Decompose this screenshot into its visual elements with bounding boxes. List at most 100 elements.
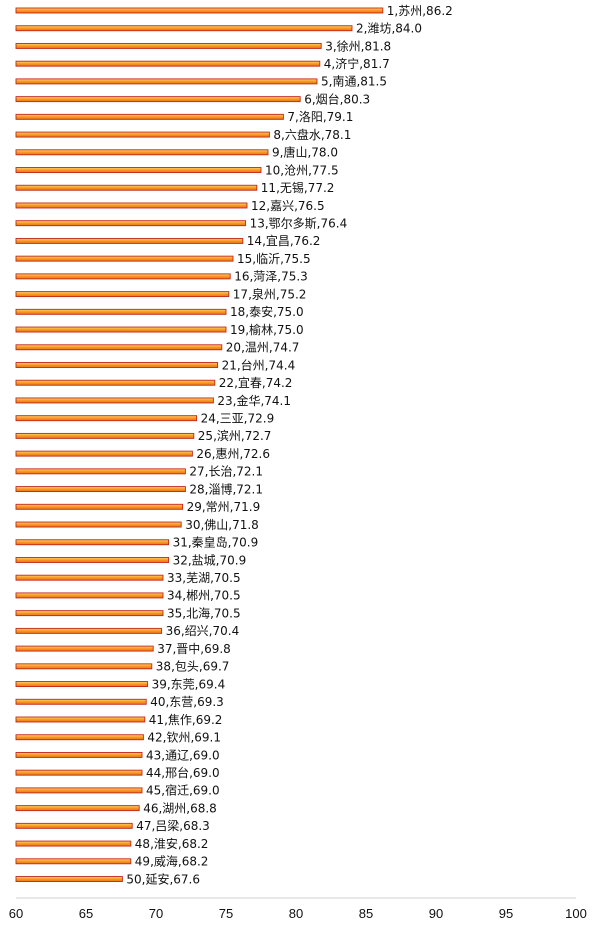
bar-label: 44,邢台,69.0 [146,765,220,780]
bar-label: 37,晋中,69.8 [157,641,231,656]
bar [15,25,353,32]
bar-label: 33,芜湖,70.5 [167,570,241,585]
bar [15,503,184,510]
bar-label: 39,东莞,69.4 [152,677,226,691]
bar [15,7,384,14]
bars-group [15,7,384,882]
bar [15,734,144,741]
bar-label: 23,金华,74.1 [217,393,291,408]
bar [15,43,322,49]
bar-label: 19,榆林,75.0 [230,322,304,337]
bar-label: 16,菏泽,75.3 [234,270,308,284]
bar [15,255,234,262]
bar-label: 21,台州,74.4 [222,357,296,372]
bar-label: 29,常州,71.9 [187,500,261,514]
bar-label: 17,泉州,75.2 [233,287,307,301]
bar-label: 4,济宁,81.7 [324,56,390,71]
bar [15,184,258,191]
bar [15,610,164,617]
bar-label: 5,南通,81.5 [321,74,387,89]
bar-label: 28,淄博,72.1 [189,481,263,496]
x-tick-label: 80 [289,906,303,921]
x-tick-label: 60 [9,906,23,921]
bar-label: 26,惠州,72.6 [196,447,270,461]
bar-label: 9,唐山,78.0 [272,145,338,160]
bar-label: 20,温州,74.7 [226,341,300,355]
bar [15,521,182,528]
bar-label: 1,苏州,86.2 [387,4,453,18]
bar-label: 13,鄂尔多斯,76.4 [250,216,348,231]
x-tick-label: 100 [565,906,587,921]
bar [15,840,132,847]
bar [15,78,318,85]
bar [15,415,198,422]
bar [15,663,153,670]
bar [15,273,231,280]
bar [15,149,269,156]
bar-label: 7,洛阳,79.1 [287,109,353,124]
bar-label: 43,通辽,69.0 [146,748,220,762]
bar [15,557,170,563]
bar [15,432,195,439]
bar [15,344,223,351]
bar [15,96,301,103]
bar [15,681,149,687]
bar [15,752,143,758]
bar-label: 14,宜昌,76.2 [247,233,321,248]
bar-label: 49,威海,68.2 [135,854,209,869]
bar-label: 46,湖州,68.8 [143,800,217,815]
x-tick-label: 70 [149,906,163,921]
bar [15,627,163,634]
bar-label: 47,吕梁,68.3 [136,818,210,833]
bar-label: 24,三亚,72.9 [201,411,275,425]
bar [15,822,133,829]
bar-label: 27,长治,72.1 [189,465,263,479]
bar-label: 2,潍坊,84.0 [356,21,422,36]
bar-label: 18,泰安,75.0 [230,304,304,319]
bar [15,397,214,404]
bar [15,308,227,315]
bar-label: 50,延安,67.6 [126,871,200,886]
bar-label: 31,秦皇岛,70.9 [173,535,259,550]
bar [15,326,227,333]
bar [15,769,143,776]
x-tick-label: 65 [79,906,93,921]
bar-label: 42,钦州,69.1 [147,731,221,745]
bar-label: 11,无锡,77.2 [261,180,335,195]
bar [15,805,140,812]
bar-label: 10,沧州,77.5 [265,162,339,177]
bar-label: 48,淮安,68.2 [135,836,209,851]
bar [15,787,143,794]
bar [15,468,186,475]
bar [15,237,244,244]
bar [15,60,321,67]
x-tick-label: 85 [359,906,373,921]
x-tick-label: 90 [429,906,443,921]
bar-label: 36,绍兴,70.4 [166,624,240,638]
bar [15,202,248,209]
bar-label: 25,滨州,72.7 [198,428,272,443]
bar-labels-group: 1,苏州,86.2 2,潍坊,84.0 3,徐州,81.8 4,济宁,81.7 5,南通… [126,4,452,887]
x-axis-ticks: 60 65 70 75 80 85 90 95 100 [9,906,587,921]
bar [15,220,247,227]
bar-label: 30,佛山,71.8 [185,518,259,532]
bar-label: 35,北海,70.5 [167,605,241,620]
bar [15,486,186,493]
bar [15,131,270,138]
bar-label: 34,郴州,70.5 [167,589,241,603]
bar [15,167,262,173]
bar [15,450,193,457]
bar [15,539,170,546]
bar-label: 15,临沂,75.5 [237,252,311,266]
bar [15,876,123,882]
bar [15,858,132,865]
bar-label: 3,徐州,81.8 [325,38,391,53]
bar-label: 38,包头,69.7 [156,660,230,674]
bar [15,291,230,298]
bar-label: 6,烟台,80.3 [304,91,370,106]
bar [15,362,219,368]
bar-label: 22,宜春,74.2 [219,375,293,390]
bar-label: 40,东营,69.3 [150,695,224,709]
bar [15,574,164,581]
